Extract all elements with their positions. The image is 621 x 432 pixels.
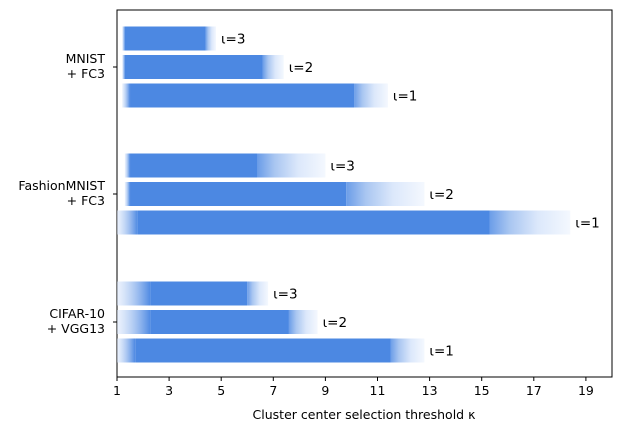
- bar-fade-left: [117, 310, 151, 334]
- x-axis: 1 3 5 7 9 11 13 15 17 19: [113, 377, 594, 398]
- bar-fade-left: [122, 83, 131, 108]
- bar: [124, 55, 263, 79]
- x-tick-label: 1: [113, 383, 121, 398]
- bar: [137, 210, 490, 235]
- bar: [130, 182, 347, 206]
- bar-fade-right: [257, 153, 326, 178]
- bar-fade-left: [122, 26, 125, 51]
- bar: [130, 83, 355, 108]
- x-tick-label: 3: [165, 383, 173, 398]
- bar-label: ι=3: [273, 287, 297, 303]
- bar-fade-right: [354, 83, 388, 108]
- bar-fade-right: [346, 182, 425, 206]
- y-tick-label: + VGG13: [47, 321, 105, 336]
- bar-fade-right: [205, 26, 216, 51]
- y-tick-label: + FC3: [67, 193, 105, 208]
- bar-fade-left: [117, 210, 138, 235]
- x-tick-label: 5: [217, 383, 225, 398]
- bar: [124, 26, 206, 51]
- bar-fade-right: [247, 281, 269, 306]
- bar: [130, 153, 258, 178]
- bar-label: ι=2: [429, 187, 453, 203]
- y-tick-label: FashionMNIST: [18, 178, 105, 193]
- x-tick-label: 7: [269, 383, 277, 398]
- x-tick-label: 11: [370, 383, 386, 398]
- bar-label: ι=1: [429, 344, 453, 360]
- bar-label: ι=3: [221, 32, 245, 48]
- bar-label: ι=2: [323, 315, 347, 331]
- bars-layer: ι=3 ι=2 ι=1 ι=3 ι=2 ι=1 ι=3 ι=2 ι=1: [117, 26, 600, 363]
- bar-fade-left: [124, 153, 131, 178]
- x-axis-title: Cluster center selection threshold κ: [253, 407, 477, 422]
- y-tick-label: + FC3: [67, 66, 105, 81]
- bar: [135, 338, 391, 363]
- bar-fade-right: [390, 338, 425, 363]
- bar-fade-left: [124, 182, 131, 206]
- bar-fade-left: [122, 55, 125, 79]
- x-tick-label: 15: [474, 383, 490, 398]
- bar: [150, 310, 289, 334]
- bar-fade-right: [288, 310, 318, 334]
- y-tick-label: MNIST: [66, 51, 106, 66]
- bar-fade-right: [262, 55, 284, 79]
- bar-label: ι=1: [393, 89, 417, 105]
- bar-label: ι=1: [575, 216, 599, 232]
- y-tick-label: CIFAR-10: [49, 306, 105, 321]
- bar-label: ι=2: [289, 60, 313, 76]
- x-tick-label: 13: [422, 383, 438, 398]
- bar-fade-right: [489, 210, 571, 235]
- bar-label: ι=3: [330, 159, 354, 175]
- x-tick-label: 9: [321, 383, 329, 398]
- bar: [150, 281, 248, 306]
- x-tick-label: 17: [526, 383, 542, 398]
- x-tick-label: 19: [578, 383, 594, 398]
- bar-fade-left: [117, 281, 151, 306]
- bar-fade-left: [117, 338, 136, 363]
